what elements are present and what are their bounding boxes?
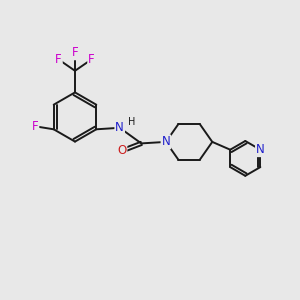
- Text: N: N: [115, 121, 124, 134]
- Text: F: F: [72, 46, 78, 59]
- Text: F: F: [55, 53, 62, 66]
- Text: N: N: [161, 135, 170, 148]
- Text: O: O: [117, 144, 126, 158]
- Text: N: N: [256, 143, 265, 156]
- Text: H: H: [128, 117, 135, 128]
- Text: F: F: [32, 120, 38, 133]
- Text: F: F: [88, 53, 95, 66]
